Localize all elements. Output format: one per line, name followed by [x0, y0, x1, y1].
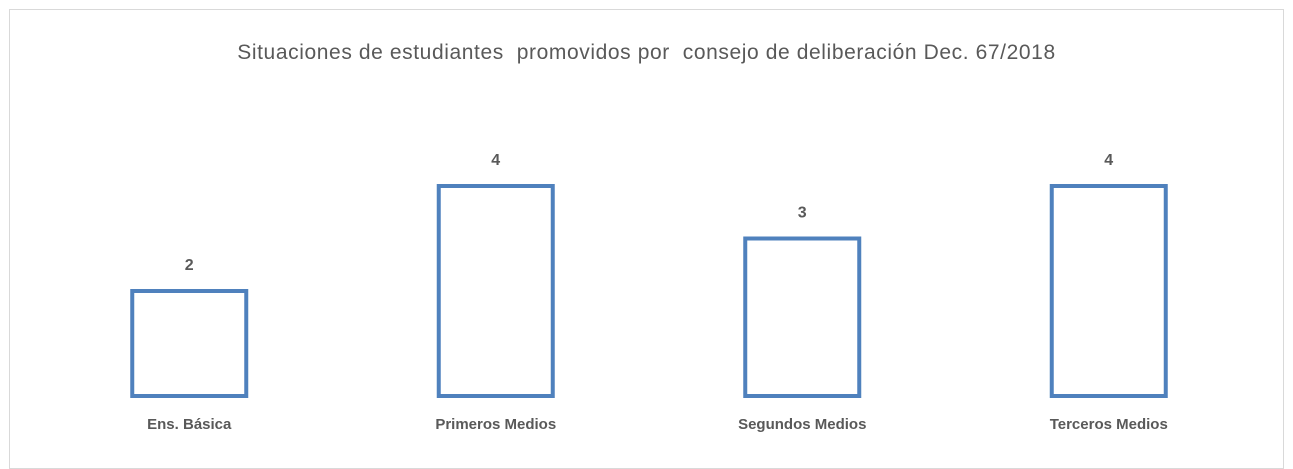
x-tick-label: Terceros Medios	[1050, 416, 1168, 433]
x-tick-label: Segundos Medios	[738, 416, 866, 433]
x-tick-label: Primeros Medios	[435, 416, 556, 433]
chart: 2 Ens. Básica 4 Primeros Medios 3 Segundos Me…	[130, 152, 1168, 433]
data-label: 2	[185, 257, 194, 274]
bar	[743, 236, 862, 398]
data-label: 4	[1104, 152, 1113, 169]
page: Situaciones de estudiantes promovidos po…	[9, 9, 1284, 469]
bar	[130, 289, 249, 398]
data-label: 4	[491, 152, 500, 169]
bar	[436, 184, 555, 398]
bar	[1049, 184, 1168, 398]
chart-title: Situaciones de estudiantes promovidos po…	[237, 41, 1056, 64]
data-label: 3	[798, 205, 807, 222]
x-tick-label: Ens. Básica	[147, 416, 232, 433]
